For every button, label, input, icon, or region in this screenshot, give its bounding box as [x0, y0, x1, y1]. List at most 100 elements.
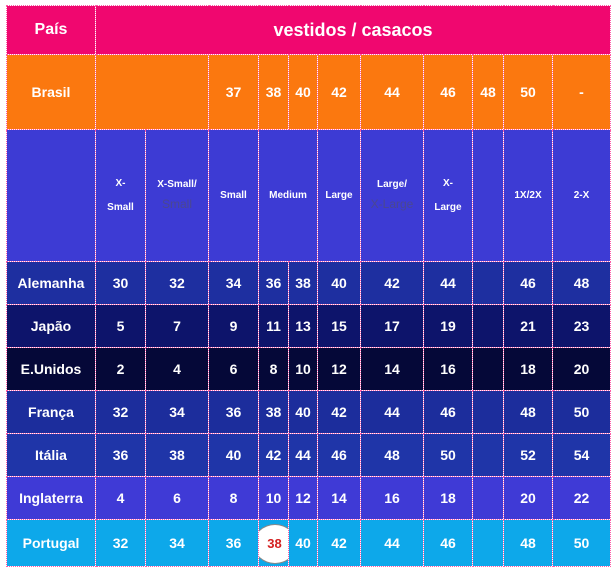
size-cell: 36 — [208, 519, 259, 567]
label-medium: Medium — [258, 129, 318, 262]
group-title: vestidos / casacos — [95, 5, 611, 55]
size-cell: 46 — [503, 261, 553, 305]
brasil-cell: 40 — [288, 54, 318, 130]
size-cell: 10 — [258, 476, 289, 520]
table-row: Japão 5 7 9 11 13 15 17 19 21 23 — [6, 304, 611, 348]
size-cell: 38 — [258, 390, 289, 434]
size-cell: 50 — [552, 390, 611, 434]
size-cell: 38 — [145, 433, 209, 477]
brasil-cell: 38 — [258, 54, 289, 130]
label-xsmall-small: X-Small/Small — [145, 129, 209, 262]
table-row: Portugal 32 34 36 38 40 42 44 46 48 50 — [6, 519, 611, 567]
size-cell: 42 — [317, 390, 361, 434]
size-cell: 8 — [258, 347, 289, 391]
header-row: País vestidos / casacos — [6, 5, 611, 55]
size-label-row: X- Small X-Small/Small Small Medium Large… — [6, 129, 611, 262]
size-cell: 38 — [258, 519, 289, 567]
size-cell: 6 — [208, 347, 259, 391]
country-header: País — [6, 5, 96, 55]
table-row: Inglaterra 4 6 8 10 12 14 16 18 20 22 — [6, 476, 611, 520]
label-empty — [6, 129, 96, 262]
label-2x: 2-X — [552, 129, 611, 262]
size-cell: 44 — [360, 390, 424, 434]
brasil-cell: 50 — [503, 54, 553, 130]
size-cell: 48 — [552, 261, 611, 305]
size-cell: 20 — [552, 347, 611, 391]
size-cell: 32 — [95, 390, 146, 434]
size-cell: 40 — [288, 390, 318, 434]
country-name: Inglaterra — [6, 476, 96, 520]
brasil-cell — [95, 54, 209, 130]
size-cell: 44 — [360, 519, 424, 567]
size-cell: 38 — [288, 261, 318, 305]
country-name: E.Unidos — [6, 347, 96, 391]
size-cell: 18 — [423, 476, 473, 520]
size-cell — [472, 476, 504, 520]
size-cell — [472, 433, 504, 477]
size-cell: 20 — [503, 476, 553, 520]
label-large-xlarge: Large/X-Large — [360, 129, 424, 262]
size-cell: 23 — [552, 304, 611, 348]
brasil-cell: 37 — [208, 54, 259, 130]
size-cell: 44 — [288, 433, 318, 477]
highlight-circle: 38 — [259, 524, 288, 564]
size-cell: 34 — [145, 390, 209, 434]
size-cell: 14 — [317, 476, 361, 520]
size-cell: 4 — [95, 476, 146, 520]
country-name: Portugal — [6, 519, 96, 567]
size-cell: 18 — [503, 347, 553, 391]
size-cell: 6 — [145, 476, 209, 520]
size-cell: 36 — [95, 433, 146, 477]
label-xlarge: X- Large — [423, 129, 473, 262]
size-cell: 44 — [423, 261, 473, 305]
size-cell: 30 — [95, 261, 146, 305]
size-cell: 40 — [208, 433, 259, 477]
size-cell: 50 — [552, 519, 611, 567]
size-cell: 10 — [288, 347, 318, 391]
size-cell: 7 — [145, 304, 209, 348]
size-cell: 50 — [423, 433, 473, 477]
table-row: E.Unidos 2 4 6 8 10 12 14 16 18 20 — [6, 347, 611, 391]
size-cell: 11 — [258, 304, 289, 348]
brasil-cell: - — [552, 54, 611, 130]
size-cell: 13 — [288, 304, 318, 348]
country-name: Alemanha — [6, 261, 96, 305]
size-cell: 42 — [360, 261, 424, 305]
size-cell: 12 — [288, 476, 318, 520]
size-cell — [472, 519, 504, 567]
size-cell — [472, 347, 504, 391]
size-cell: 34 — [145, 519, 209, 567]
size-cell: 21 — [503, 304, 553, 348]
size-cell: 19 — [423, 304, 473, 348]
brasil-cell: 46 — [423, 54, 473, 130]
country-rows: Alemanha 30 32 34 36 38 40 42 44 46 48 Japão 5 7 9 11 13… — [6, 261, 611, 567]
country-brasil: Brasil — [6, 54, 96, 130]
table-row: França 32 34 36 38 40 42 44 46 48 50 — [6, 390, 611, 434]
country-name: França — [6, 390, 96, 434]
country-name: Itália — [6, 433, 96, 477]
size-cell: 32 — [95, 519, 146, 567]
size-cell: 40 — [317, 261, 361, 305]
size-cell: 4 — [145, 347, 209, 391]
table-row: Alemanha 30 32 34 36 38 40 42 44 46 48 — [6, 261, 611, 305]
size-cell: 22 — [552, 476, 611, 520]
size-cell: 48 — [503, 519, 553, 567]
size-cell: 46 — [423, 519, 473, 567]
size-conversion-table: País vestidos / casacos Brasil 37 38 40 … — [6, 5, 611, 567]
size-cell: 46 — [317, 433, 361, 477]
size-cell: 14 — [360, 347, 424, 391]
size-cell: 17 — [360, 304, 424, 348]
size-cell: 2 — [95, 347, 146, 391]
size-cell: 16 — [360, 476, 424, 520]
size-cell: 48 — [503, 390, 553, 434]
size-cell: 34 — [208, 261, 259, 305]
label-xs: X- Small — [95, 129, 146, 262]
size-cell — [472, 304, 504, 348]
size-cell — [472, 261, 504, 305]
brasil-cell: 44 — [360, 54, 424, 130]
size-cell: 36 — [208, 390, 259, 434]
label-small: Small — [208, 129, 259, 262]
country-name: Japão — [6, 304, 96, 348]
size-cell: 5 — [95, 304, 146, 348]
brasil-cell: 48 — [472, 54, 504, 130]
